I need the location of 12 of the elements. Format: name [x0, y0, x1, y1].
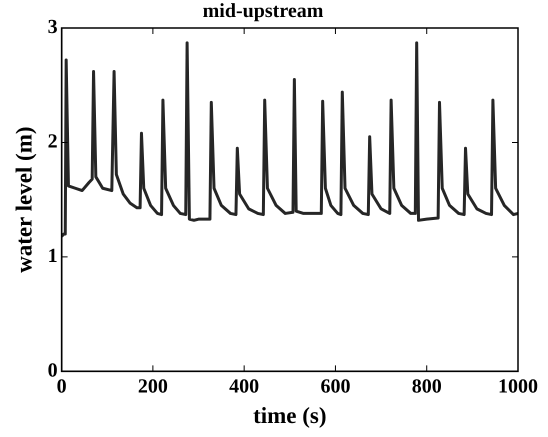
x-tick-label: 1000 [498, 376, 538, 398]
y-tick-label: 1 [48, 245, 58, 268]
x-tick-label: 600 [320, 376, 350, 398]
y-tick-label: 2 [48, 130, 58, 153]
x-axis-title: time (s) [253, 403, 327, 428]
y-tick-label: 0 [48, 360, 58, 382]
y-axis-title: water level (m) [12, 126, 37, 273]
x-tick-label: 800 [412, 376, 442, 398]
x-tick-label: 400 [229, 376, 260, 398]
y-tick-label: 3 [48, 16, 58, 38]
chart-title: mid-upstream [202, 0, 324, 22]
x-tick-label: 200 [138, 376, 168, 398]
